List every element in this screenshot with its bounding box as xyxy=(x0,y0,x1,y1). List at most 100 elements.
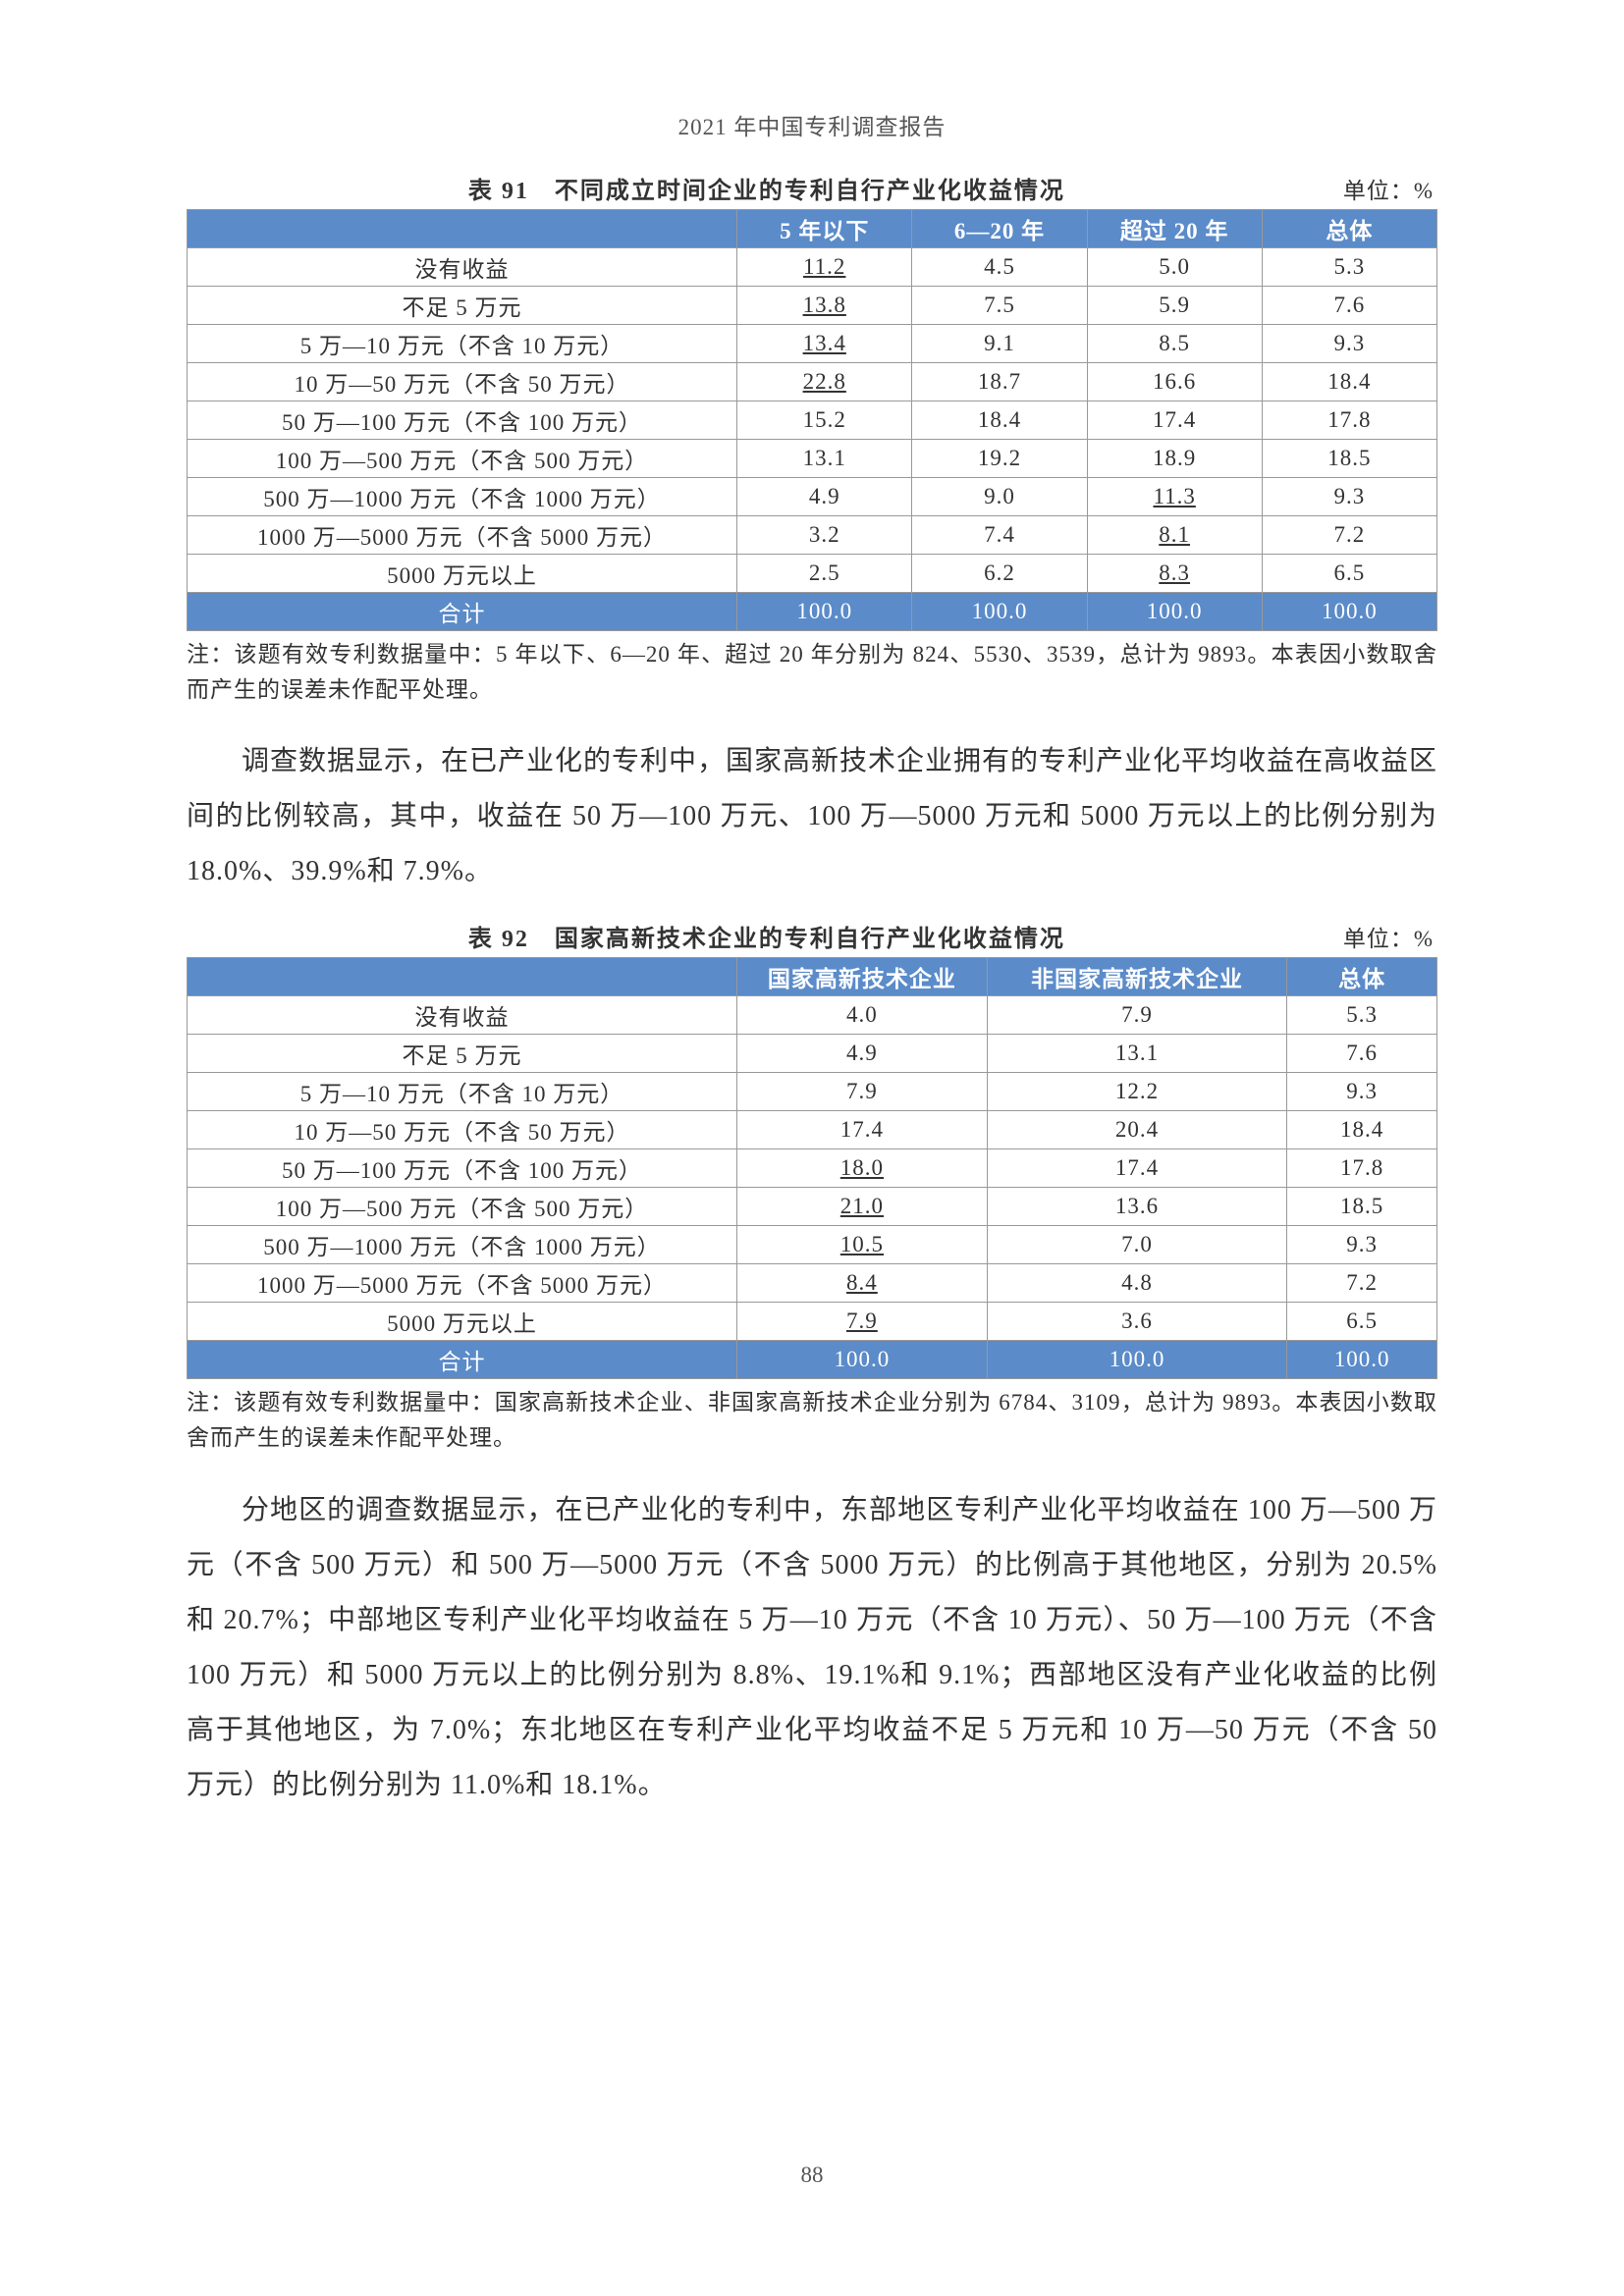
row-label: 10 万—50 万元（不含 50 万元） xyxy=(188,363,737,401)
cell-value: 15.2 xyxy=(737,401,912,440)
cell-value: 7.6 xyxy=(1287,1035,1437,1073)
cell-value: 19.2 xyxy=(912,440,1087,478)
row-label: 50 万—100 万元（不含 100 万元） xyxy=(188,1149,737,1188)
total-row: 合计100.0100.0100.0100.0 xyxy=(188,593,1437,631)
column-header: 超过 20 年 xyxy=(1087,210,1262,248)
cell-value: 21.0 xyxy=(737,1188,988,1226)
row-label: 1000 万—5000 万元（不含 5000 万元） xyxy=(188,1264,737,1303)
cell-value: 7.6 xyxy=(1262,287,1436,325)
cell-value: 8.5 xyxy=(1087,325,1262,363)
total-value: 100.0 xyxy=(737,1341,988,1379)
table-row: 10 万—50 万元（不含 50 万元）22.818.716.618.4 xyxy=(188,363,1437,401)
column-header: 5 年以下 xyxy=(737,210,912,248)
table-row: 1000 万—5000 万元（不含 5000 万元）3.27.48.17.2 xyxy=(188,516,1437,555)
table-row: 100 万—500 万元（不含 500 万元）13.119.218.918.5 xyxy=(188,440,1437,478)
cell-value: 4.9 xyxy=(737,1035,988,1073)
cell-value: 7.9 xyxy=(987,996,1287,1035)
table91: 5 年以下6—20 年超过 20 年总体没有收益11.24.55.05.3不足 … xyxy=(187,209,1437,631)
cell-value: 8.3 xyxy=(1087,555,1262,593)
total-value: 100.0 xyxy=(1087,593,1262,631)
cell-value: 5.0 xyxy=(1087,248,1262,287)
table-row: 1000 万—5000 万元（不含 5000 万元）8.44.87.2 xyxy=(188,1264,1437,1303)
cell-value: 7.2 xyxy=(1287,1264,1437,1303)
total-label: 合计 xyxy=(188,593,737,631)
table-row: 10 万—50 万元（不含 50 万元）17.420.418.4 xyxy=(188,1111,1437,1149)
table91-unit: 单位：% xyxy=(1343,172,1434,205)
row-label: 没有收益 xyxy=(188,248,737,287)
cell-value: 16.6 xyxy=(1087,363,1262,401)
paragraph-1: 调查数据显示，在已产业化的专利中，国家高新技术企业拥有的专利产业化平均收益在高收… xyxy=(187,734,1437,899)
cell-value: 5.3 xyxy=(1287,996,1437,1035)
total-value: 100.0 xyxy=(737,593,912,631)
cell-value: 18.9 xyxy=(1087,440,1262,478)
row-label: 100 万—500 万元（不含 500 万元） xyxy=(188,1188,737,1226)
total-label: 合计 xyxy=(188,1341,737,1379)
row-label: 不足 5 万元 xyxy=(188,287,737,325)
cell-value: 17.4 xyxy=(1087,401,1262,440)
cell-value: 12.2 xyxy=(987,1073,1287,1111)
page-header: 2021 年中国专利调查报告 xyxy=(187,108,1437,141)
cell-value: 17.8 xyxy=(1262,401,1436,440)
cell-value: 4.9 xyxy=(737,478,912,516)
table92-unit: 单位：% xyxy=(1343,920,1434,953)
total-value: 100.0 xyxy=(1287,1341,1437,1379)
total-value: 100.0 xyxy=(1262,593,1436,631)
table91-note: 注：该题有效专利数据量中：5 年以下、6—20 年、超过 20 年分别为 824… xyxy=(187,637,1437,707)
page-number: 88 xyxy=(0,2163,1624,2188)
table-row: 不足 5 万元13.87.55.97.6 xyxy=(188,287,1437,325)
table92: 国家高新技术企业非国家高新技术企业总体没有收益4.07.95.3不足 5 万元4… xyxy=(187,957,1437,1379)
row-label: 500 万—1000 万元（不含 1000 万元） xyxy=(188,1226,737,1264)
column-header: 总体 xyxy=(1262,210,1436,248)
cell-value: 13.8 xyxy=(737,287,912,325)
cell-value: 13.4 xyxy=(737,325,912,363)
table-row: 500 万—1000 万元（不含 1000 万元）10.57.09.3 xyxy=(188,1226,1437,1264)
cell-value: 4.8 xyxy=(987,1264,1287,1303)
table-row: 不足 5 万元4.913.17.6 xyxy=(188,1035,1437,1073)
cell-value: 4.0 xyxy=(737,996,988,1035)
cell-value: 6.5 xyxy=(1287,1303,1437,1341)
row-label: 不足 5 万元 xyxy=(188,1035,737,1073)
cell-value: 18.4 xyxy=(1287,1111,1437,1149)
table92-note: 注：该题有效专利数据量中：国家高新技术企业、非国家高新技术企业分别为 6784、… xyxy=(187,1385,1437,1455)
table-row: 500 万—1000 万元（不含 1000 万元）4.99.011.39.3 xyxy=(188,478,1437,516)
cell-value: 18.4 xyxy=(912,401,1087,440)
cell-value: 18.0 xyxy=(737,1149,988,1188)
row-label: 5000 万元以上 xyxy=(188,555,737,593)
cell-value: 18.7 xyxy=(912,363,1087,401)
cell-value: 8.1 xyxy=(1087,516,1262,555)
row-label: 没有收益 xyxy=(188,996,737,1035)
row-label: 5 万—10 万元（不含 10 万元） xyxy=(188,325,737,363)
cell-value: 18.5 xyxy=(1262,440,1436,478)
cell-value: 17.4 xyxy=(737,1111,988,1149)
cell-value: 7.4 xyxy=(912,516,1087,555)
table-row: 没有收益4.07.95.3 xyxy=(188,996,1437,1035)
total-row: 合计100.0100.0100.0 xyxy=(188,1341,1437,1379)
cell-value: 7.5 xyxy=(912,287,1087,325)
cell-value: 9.3 xyxy=(1262,478,1436,516)
table-row: 没有收益11.24.55.05.3 xyxy=(188,248,1437,287)
row-label: 5000 万元以上 xyxy=(188,1303,737,1341)
cell-value: 7.9 xyxy=(737,1303,988,1341)
column-header: 总体 xyxy=(1287,958,1437,996)
cell-value: 7.9 xyxy=(737,1073,988,1111)
cell-value: 10.5 xyxy=(737,1226,988,1264)
row-label: 1000 万—5000 万元（不含 5000 万元） xyxy=(188,516,737,555)
cell-value: 6.2 xyxy=(912,555,1087,593)
table-row: 5 万—10 万元（不含 10 万元）13.49.18.59.3 xyxy=(188,325,1437,363)
cell-value: 9.3 xyxy=(1262,325,1436,363)
cell-value: 9.1 xyxy=(912,325,1087,363)
total-value: 100.0 xyxy=(987,1341,1287,1379)
column-header xyxy=(188,958,737,996)
table-row: 100 万—500 万元（不含 500 万元）21.013.618.5 xyxy=(188,1188,1437,1226)
cell-value: 3.2 xyxy=(737,516,912,555)
table91-caption: 表 91 不同成立时间企业的专利自行产业化收益情况 xyxy=(190,171,1343,205)
row-label: 5 万—10 万元（不含 10 万元） xyxy=(188,1073,737,1111)
cell-value: 13.6 xyxy=(987,1188,1287,1226)
row-label: 10 万—50 万元（不含 50 万元） xyxy=(188,1111,737,1149)
column-header: 6—20 年 xyxy=(912,210,1087,248)
cell-value: 2.5 xyxy=(737,555,912,593)
cell-value: 22.8 xyxy=(737,363,912,401)
total-value: 100.0 xyxy=(912,593,1087,631)
cell-value: 3.6 xyxy=(987,1303,1287,1341)
table-row: 5 万—10 万元（不含 10 万元）7.912.29.3 xyxy=(188,1073,1437,1111)
